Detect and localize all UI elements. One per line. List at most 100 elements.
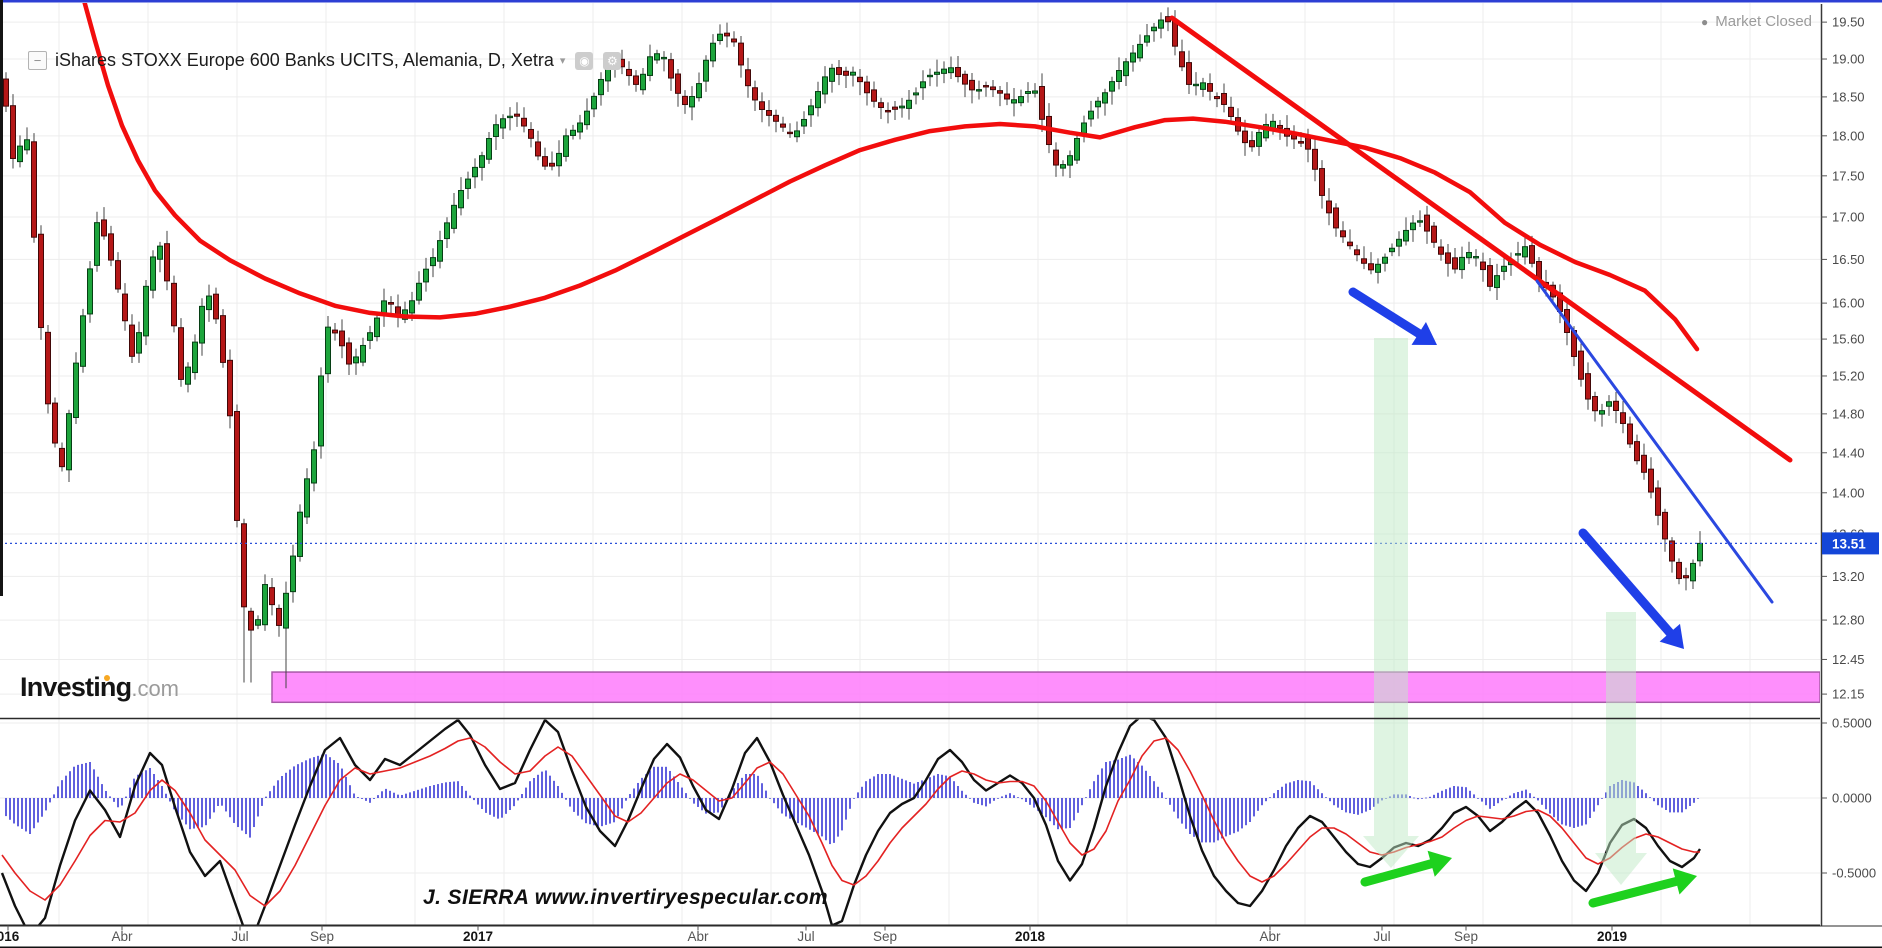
- candle-body: [899, 105, 905, 109]
- macd-histogram-bar: [777, 798, 779, 809]
- macd-histogram-bar: [1033, 798, 1035, 808]
- macd-histogram-bar: [13, 798, 15, 824]
- chart-title[interactable]: iShares STOXX Europe 600 Banks UCITS, Al…: [55, 50, 554, 70]
- macd-histogram-bar: [929, 777, 931, 798]
- macd-histogram-bar: [1117, 759, 1119, 798]
- candle-body: [479, 155, 485, 168]
- macd-histogram-bar: [525, 787, 527, 798]
- macd-histogram-bar: [1149, 776, 1151, 798]
- macd-histogram-bar: [1497, 798, 1499, 804]
- time-tick-label: Sep: [873, 929, 897, 944]
- macd-histogram-bar: [541, 771, 543, 798]
- visibility-toggle-icon[interactable]: ◉: [575, 51, 594, 70]
- candle-body: [360, 344, 366, 363]
- candle-body: [1032, 90, 1038, 94]
- macd-histogram-bar: [409, 792, 411, 798]
- macd-histogram-bar: [21, 798, 23, 829]
- macd-histogram-bar: [937, 774, 939, 798]
- macd-histogram-bar: [769, 798, 771, 799]
- macd-histogram-bar: [1177, 798, 1179, 819]
- macd-histogram-bar: [109, 796, 111, 798]
- macd-histogram-bar: [1269, 797, 1271, 798]
- macd-histogram-bar: [1553, 798, 1555, 818]
- macd-histogram-bar: [53, 794, 55, 798]
- price-tick-label: 12.45: [1832, 652, 1865, 667]
- macd-histogram-bar: [349, 785, 351, 798]
- candle-body: [332, 329, 338, 334]
- macd-histogram-bar: [1021, 798, 1023, 800]
- macd-histogram-bar: [1445, 789, 1447, 798]
- candle-body: [1333, 207, 1339, 229]
- candle-body: [1501, 265, 1507, 272]
- macd-histogram-bar: [1525, 789, 1527, 798]
- time-axis[interactable]: 016 Abr Jul Sep 2017 Abr Jul Sep 2018 Abr Jul Sep 20…: [0, 925, 1627, 945]
- settings-gear-icon[interactable]: ⚙: [603, 51, 622, 70]
- price-axis[interactable]: 19.50 19.00 18.50 18.00 17.50 17.00 16.50 16.00…: [1820, 3, 1882, 926]
- macd-histogram-bar: [825, 798, 827, 841]
- macd-histogram-bar: [945, 775, 947, 798]
- candle-body: [1004, 93, 1010, 100]
- macd-histogram-bar: [321, 754, 323, 798]
- macd-histogram-bar: [461, 786, 463, 798]
- last-price-label-bg: [1822, 532, 1879, 555]
- blue-arrow-1-head: [1411, 322, 1437, 345]
- macd-histogram-bar: [1505, 798, 1507, 799]
- price-tick-label: 12.15: [1832, 687, 1865, 702]
- macd-histogram-bar: [809, 798, 811, 830]
- macd-histogram-bar: [1289, 782, 1291, 798]
- price-tick-label: 14.00: [1832, 485, 1865, 500]
- candle-body: [1249, 140, 1255, 148]
- macd-histogram-bar: [413, 791, 415, 798]
- macd-histogram-bar: [797, 798, 799, 824]
- candle-body: [87, 268, 93, 315]
- price-tick-label: 18.00: [1832, 128, 1865, 143]
- macd-histogram-bar: [513, 798, 515, 807]
- macd-histogram-bar: [773, 798, 775, 804]
- macd-histogram-bar: [1245, 798, 1247, 826]
- macd-histogram-bar: [897, 777, 899, 798]
- candle-body: [1305, 137, 1311, 150]
- candle-body: [507, 115, 513, 119]
- macd-histogram-bar: [497, 798, 499, 819]
- candle-body: [983, 85, 989, 88]
- candle-body: [1697, 542, 1703, 562]
- macd-histogram-bar: [365, 798, 367, 801]
- macd-histogram-bar: [1661, 798, 1663, 808]
- candle-body: [1403, 229, 1409, 242]
- investing-logo-text: Investing: [20, 672, 132, 702]
- macd-histogram-bar: [1349, 798, 1351, 814]
- macd-histogram-bar: [601, 798, 603, 827]
- time-tick-label: Sep: [310, 929, 334, 944]
- macd-histogram-bar: [1453, 786, 1455, 798]
- macd-histogram-bar: [1429, 796, 1431, 798]
- candle-body: [969, 79, 975, 91]
- candle-body: [836, 67, 842, 75]
- macd-histogram-bar: [1561, 798, 1563, 825]
- chevron-down-icon[interactable]: ▾: [559, 55, 566, 67]
- macd-histogram-bar: [65, 775, 67, 798]
- candle-body: [66, 413, 72, 471]
- macd-histogram-bar: [1577, 798, 1579, 827]
- macd-histogram-bar: [77, 764, 79, 798]
- candle-body: [199, 305, 205, 344]
- macd-histogram-bar: [1365, 798, 1367, 812]
- candle-body: [703, 59, 709, 82]
- macd-histogram-bar: [481, 798, 483, 810]
- macd-histogram-bar: [941, 774, 943, 798]
- candle-body: [577, 122, 583, 133]
- macd-histogram-bar: [1173, 798, 1175, 812]
- macd-histogram-bar: [593, 798, 595, 826]
- candle-body: [675, 73, 681, 94]
- collapse-pane-icon[interactable]: −: [28, 51, 47, 70]
- candle-body: [276, 607, 282, 626]
- macd-histogram-bar: [93, 769, 95, 798]
- candle-body: [1480, 261, 1486, 271]
- candle-body: [584, 110, 590, 126]
- macd-histogram-bar: [677, 782, 679, 798]
- candle-body: [1298, 141, 1304, 144]
- green-arrow-2-shaft: [1588, 876, 1681, 908]
- candle-body: [388, 302, 394, 305]
- candle-body: [1326, 200, 1332, 214]
- macd-histogram-bar: [473, 798, 475, 801]
